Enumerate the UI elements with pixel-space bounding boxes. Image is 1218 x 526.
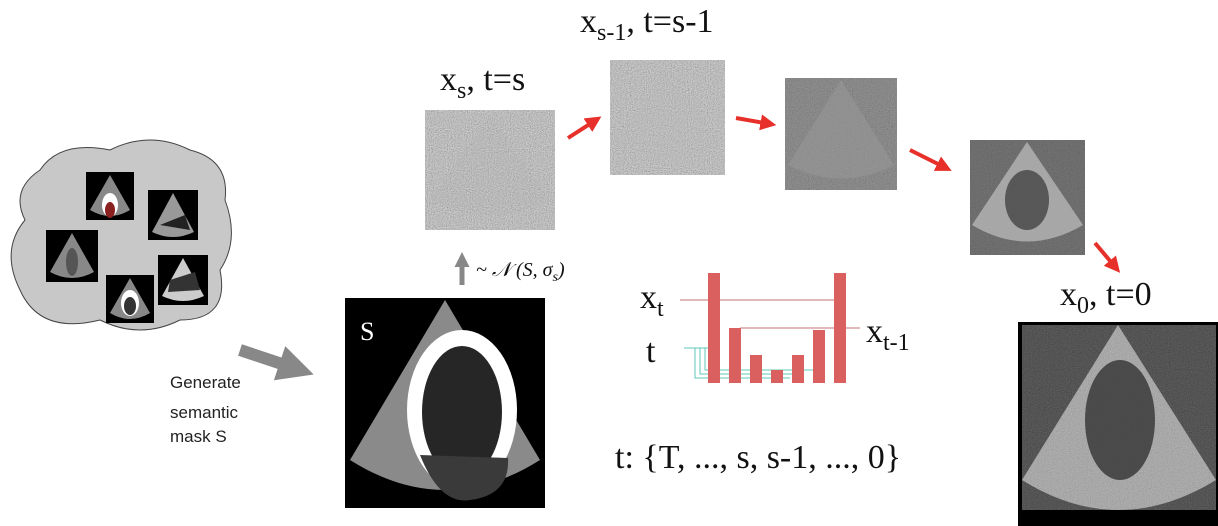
xt-label: xt — [640, 279, 664, 322]
generate-label: Generate semantic mask S — [170, 373, 246, 446]
schedule-bars — [680, 273, 860, 383]
noise-label: ~ 𝒩 (S, σs) — [476, 259, 565, 285]
semantic-mask — [345, 298, 545, 508]
t-label: t — [646, 333, 656, 370]
schedule-label: t: {T, ..., s, s-1, ..., 0} — [615, 439, 901, 476]
x0-label: x0, t=0 — [1060, 276, 1152, 319]
xs-label: xs, t=s — [440, 61, 525, 104]
mask-label: S — [360, 317, 374, 346]
xt1-label: xt-1 — [866, 313, 910, 356]
xs1-label: xs-1, t=s-1 — [580, 3, 714, 46]
diagram: Generate semantic mask S S ~ 𝒩 (S, σs) x… — [0, 0, 1218, 526]
generate-arrow — [240, 350, 300, 370]
